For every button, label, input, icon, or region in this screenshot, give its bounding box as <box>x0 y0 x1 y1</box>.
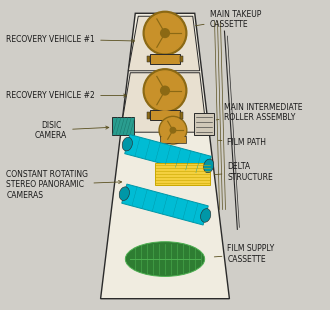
Bar <box>150 54 180 64</box>
Polygon shape <box>125 135 211 175</box>
Bar <box>180 55 183 62</box>
Circle shape <box>159 116 187 144</box>
Text: FILM SUPPLY
CASSETTE: FILM SUPPLY CASSETTE <box>214 244 275 264</box>
Circle shape <box>146 13 184 53</box>
Text: CONSTANT ROTATING
STEREO PANORAMIC
CAMERAS: CONSTANT ROTATING STEREO PANORAMIC CAMER… <box>6 170 122 200</box>
Polygon shape <box>101 13 229 299</box>
Circle shape <box>160 118 185 143</box>
Bar <box>155 163 210 185</box>
Text: DISIC
CAMERA: DISIC CAMERA <box>35 121 109 140</box>
Text: DELTA
STRUCTURE: DELTA STRUCTURE <box>214 162 273 182</box>
Text: RECOVERY VEHICLE #1: RECOVERY VEHICLE #1 <box>6 34 135 43</box>
Bar <box>150 110 180 120</box>
Bar <box>194 113 214 135</box>
Bar <box>147 55 150 62</box>
Ellipse shape <box>125 242 205 277</box>
Text: MAIN INTERMEDIATE
ROLLER ASSEMBLY: MAIN INTERMEDIATE ROLLER ASSEMBLY <box>216 103 303 122</box>
Bar <box>180 112 183 119</box>
Circle shape <box>161 29 169 38</box>
Text: RECOVERY VEHICLE #2: RECOVERY VEHICLE #2 <box>6 91 127 100</box>
Ellipse shape <box>201 209 211 222</box>
Circle shape <box>143 11 187 55</box>
Circle shape <box>143 69 187 113</box>
Ellipse shape <box>122 137 132 151</box>
Polygon shape <box>122 184 208 225</box>
Bar <box>113 117 134 135</box>
Circle shape <box>161 86 169 95</box>
Bar <box>147 112 150 119</box>
Polygon shape <box>128 16 200 71</box>
Text: MAIN TAKEUP
CASSETTE: MAIN TAKEUP CASSETTE <box>195 10 261 29</box>
Circle shape <box>170 127 176 133</box>
Polygon shape <box>120 73 207 132</box>
Bar <box>160 136 186 143</box>
Text: FILM PATH: FILM PATH <box>218 138 266 147</box>
Circle shape <box>146 71 184 110</box>
Ellipse shape <box>204 159 214 173</box>
Ellipse shape <box>119 187 129 201</box>
